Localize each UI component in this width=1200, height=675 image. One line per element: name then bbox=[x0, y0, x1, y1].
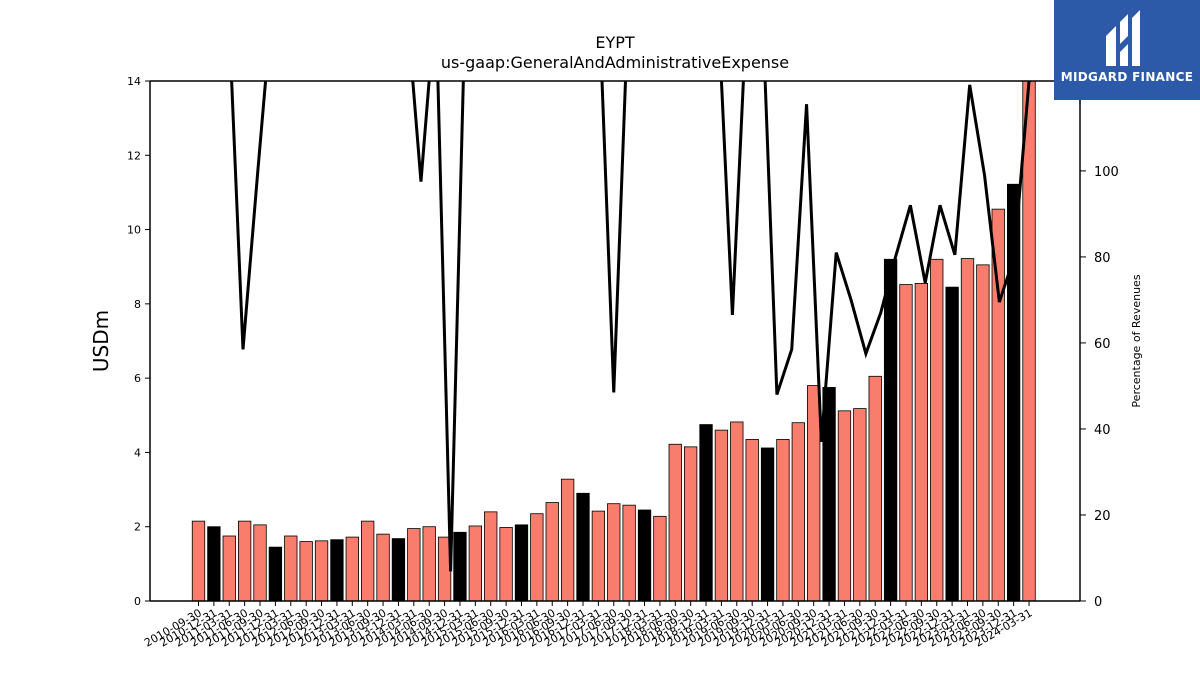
y2-tick-label: 80 bbox=[1094, 251, 1111, 266]
bar-2013-03-31 bbox=[345, 536, 359, 602]
y-axis-label: USDm bbox=[89, 310, 113, 372]
y2-tick-label: 0 bbox=[1094, 595, 1102, 610]
bar-2020-09-30 bbox=[807, 385, 821, 602]
bar-2013-09-30 bbox=[376, 533, 390, 602]
line-layer bbox=[230, 81, 1031, 572]
y-tick-label: 4 bbox=[134, 446, 141, 459]
bar-2010-12-31 bbox=[207, 526, 221, 602]
bar-2016-03-31 bbox=[530, 513, 544, 602]
bar-2020-12-31 bbox=[822, 387, 836, 602]
bar-2010-09-30 bbox=[191, 520, 206, 602]
bar-2012-09-30 bbox=[314, 540, 329, 602]
bar-2012-06-30 bbox=[299, 541, 313, 602]
bar-2017-09-30 bbox=[622, 504, 636, 602]
bar-2017-12-31 bbox=[637, 509, 652, 602]
bar-2011-03-31 bbox=[222, 535, 236, 602]
bar-2017-03-31 bbox=[591, 510, 606, 602]
bar-2022-03-31 bbox=[899, 284, 913, 602]
bars-layer bbox=[191, 80, 1036, 602]
bar-2016-09-30 bbox=[560, 478, 575, 602]
bar-2011-09-30 bbox=[253, 524, 267, 602]
bar-2019-09-30 bbox=[745, 439, 759, 602]
bar-2018-06-30 bbox=[668, 443, 682, 602]
bar-2011-12-31 bbox=[268, 546, 283, 602]
bar-2020-03-31 bbox=[776, 439, 790, 602]
bar-2018-03-31 bbox=[653, 515, 667, 602]
bar-2016-12-31 bbox=[576, 492, 590, 602]
chart-subtitle: us-gaap:GeneralAndAdministrativeExpense bbox=[441, 53, 789, 72]
bar-2015-03-31 bbox=[468, 525, 482, 602]
bar-2019-12-31 bbox=[760, 447, 775, 602]
y-tick-label: 2 bbox=[134, 521, 141, 534]
bar-2019-03-31 bbox=[714, 429, 729, 602]
bar-2011-06-30 bbox=[237, 520, 252, 602]
bar-2022-12-31 bbox=[945, 286, 959, 602]
y-tick-label: 10 bbox=[127, 224, 141, 237]
bar-2022-06-30 bbox=[914, 283, 929, 602]
pct-revenue-line bbox=[230, 81, 1031, 572]
y-tick-label: 6 bbox=[134, 372, 141, 385]
bar-2021-12-31 bbox=[883, 258, 898, 602]
bar-2013-12-31 bbox=[391, 538, 406, 602]
y-tick-label: 14 bbox=[127, 75, 141, 88]
logo-mark-icon bbox=[1106, 10, 1140, 66]
logo-text: MIDGARD FINANCE bbox=[1060, 70, 1194, 84]
bar-2014-06-30 bbox=[422, 526, 436, 602]
bar-2021-03-31 bbox=[837, 410, 852, 602]
bar-2015-12-31 bbox=[514, 524, 529, 602]
y2-tick-label: 100 bbox=[1094, 165, 1119, 180]
bar-2020-06-30 bbox=[791, 422, 805, 602]
bar-2012-12-31 bbox=[330, 539, 344, 602]
bar-2023-03-31 bbox=[960, 258, 975, 602]
bar-2019-06-30 bbox=[730, 421, 744, 602]
bar-2013-06-30 bbox=[361, 520, 375, 602]
bar-2021-06-30 bbox=[853, 408, 867, 602]
bar-2015-09-30 bbox=[499, 527, 513, 602]
axes-layer: 024681012140204060801002010-09-302010-12… bbox=[127, 75, 1119, 650]
bar-2018-09-30 bbox=[684, 446, 698, 602]
y2-tick-label: 20 bbox=[1094, 509, 1111, 524]
bar-2017-06-30 bbox=[607, 503, 621, 602]
bar-2012-03-31 bbox=[284, 535, 298, 602]
chart-title: EYPT bbox=[595, 33, 635, 52]
bar-2023-06-30 bbox=[976, 264, 990, 602]
y-tick-label: 0 bbox=[134, 595, 141, 608]
bar-2022-09-30 bbox=[930, 258, 944, 602]
y-tick-label: 12 bbox=[127, 149, 141, 162]
y2-axis-label: Percentage of Revenues bbox=[1130, 274, 1143, 407]
y2-tick-label: 40 bbox=[1094, 423, 1111, 438]
bar-2021-09-30 bbox=[868, 375, 882, 602]
bar-2014-03-31 bbox=[407, 528, 421, 602]
brand-logo: MIDGARD FINANCE bbox=[1054, 0, 1200, 100]
y2-tick-label: 60 bbox=[1094, 337, 1111, 352]
bar-2018-12-31 bbox=[699, 424, 713, 602]
bar-2024-03-31 bbox=[1022, 80, 1036, 602]
bar-2014-12-31 bbox=[453, 531, 467, 602]
bar-2016-06-30 bbox=[545, 502, 559, 602]
bar-2015-06-30 bbox=[484, 511, 498, 602]
y-tick-label: 8 bbox=[134, 298, 141, 311]
